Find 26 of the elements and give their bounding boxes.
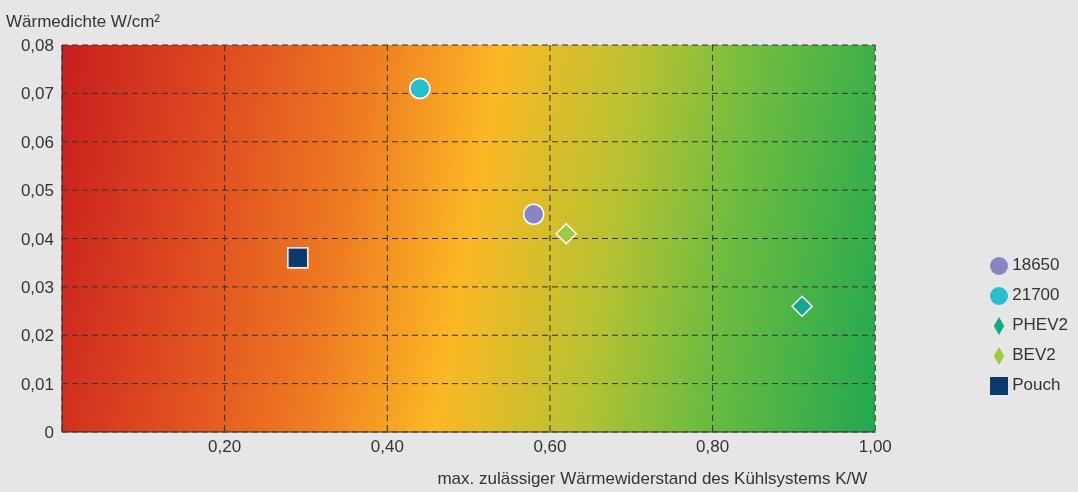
y-tick-label: 0,03 — [20, 277, 54, 297]
y-tick-label: 0,06 — [20, 132, 54, 152]
legend-label: BEV2 — [1012, 345, 1056, 364]
point — [791, 295, 813, 317]
y-tick-label: 0,07 — [20, 84, 54, 104]
x-tick-label: 0,60 — [533, 437, 567, 457]
point — [409, 77, 431, 100]
y-tick-label: 0,01 — [20, 374, 54, 394]
point — [555, 222, 577, 245]
x-tick-label: 0,20 — [208, 437, 242, 457]
legend-label: PHEV2 — [1012, 315, 1068, 334]
y-tick-label: 0,08 — [20, 36, 54, 56]
y-tick-label: 0,05 — [20, 181, 54, 201]
x-axis-title: max. zulässiger Wärmewiderstand des Kühlsystems K/W — [437, 469, 868, 488]
legend-label: Pouch — [1012, 375, 1061, 394]
y-tick-label: 0,02 — [20, 326, 54, 346]
x-tick-label: 0,80 — [696, 437, 730, 457]
x-tick-label: 0,40 — [370, 437, 404, 457]
x-tick-label: 1,00 — [858, 437, 892, 457]
y-tick-label: 0,04 — [20, 229, 54, 249]
y-axis-title: Wärmedichte W/cm² — [6, 12, 160, 32]
y-tick-label: 0 — [44, 423, 54, 443]
point — [287, 247, 309, 269]
point — [522, 203, 545, 226]
legend-label: 21700 — [1012, 285, 1060, 304]
legend-label: 18650 — [1012, 255, 1060, 274]
